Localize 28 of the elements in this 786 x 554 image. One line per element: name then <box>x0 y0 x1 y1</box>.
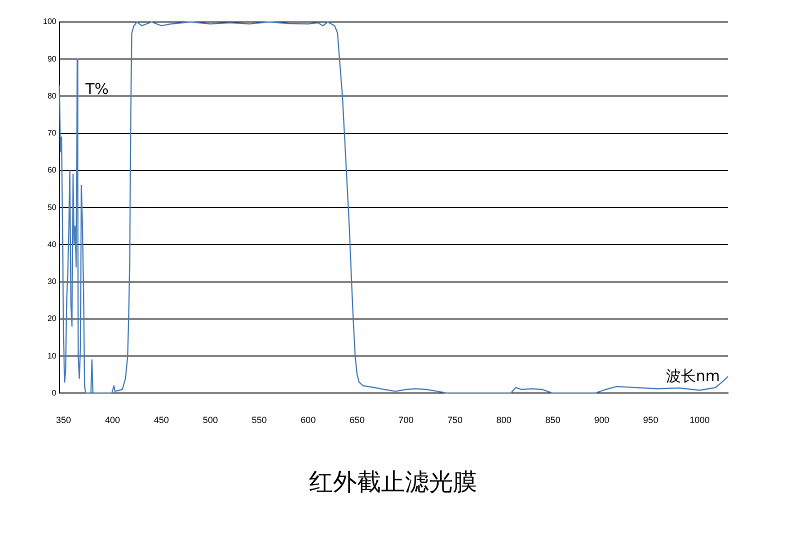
y-tick-label: 90 <box>47 54 57 64</box>
x-tick-label: 650 <box>350 415 365 426</box>
x-tick-label: 550 <box>252 415 267 426</box>
x-tick-label: 350 <box>56 415 72 426</box>
y-tick-label: 100 <box>42 17 57 26</box>
x-tick-label: 750 <box>447 415 462 426</box>
y-tick-label: 30 <box>47 277 57 286</box>
y-tick-label: 40 <box>47 240 57 249</box>
x-tick-label: 600 <box>300 415 316 426</box>
x-tick-label: 950 <box>643 415 658 426</box>
y-tick-label: 80 <box>47 91 57 100</box>
x-tick-label: 700 <box>398 415 414 426</box>
y-tick-label: 20 <box>47 314 57 324</box>
annotation: T% <box>84 80 109 98</box>
y-tick-label: 10 <box>47 351 57 360</box>
x-tick-label: 500 <box>202 415 218 426</box>
y-tick-label: 0 <box>52 388 57 398</box>
y-tick-label: 70 <box>47 128 57 138</box>
x-tick-label: 450 <box>154 415 169 426</box>
y-tick-label: 50 <box>47 202 57 212</box>
x-tick-label: 900 <box>594 415 610 426</box>
x-tick-label: 850 <box>545 415 560 426</box>
x-tick-label: 800 <box>496 415 512 426</box>
x-tick-label: 400 <box>104 415 120 426</box>
text: 红外截止滤光膜 <box>308 467 478 498</box>
y-tick-label: 60 <box>47 166 57 175</box>
annotation: 波长nm <box>666 367 720 386</box>
x-tick-label: 1000 <box>690 415 710 426</box>
